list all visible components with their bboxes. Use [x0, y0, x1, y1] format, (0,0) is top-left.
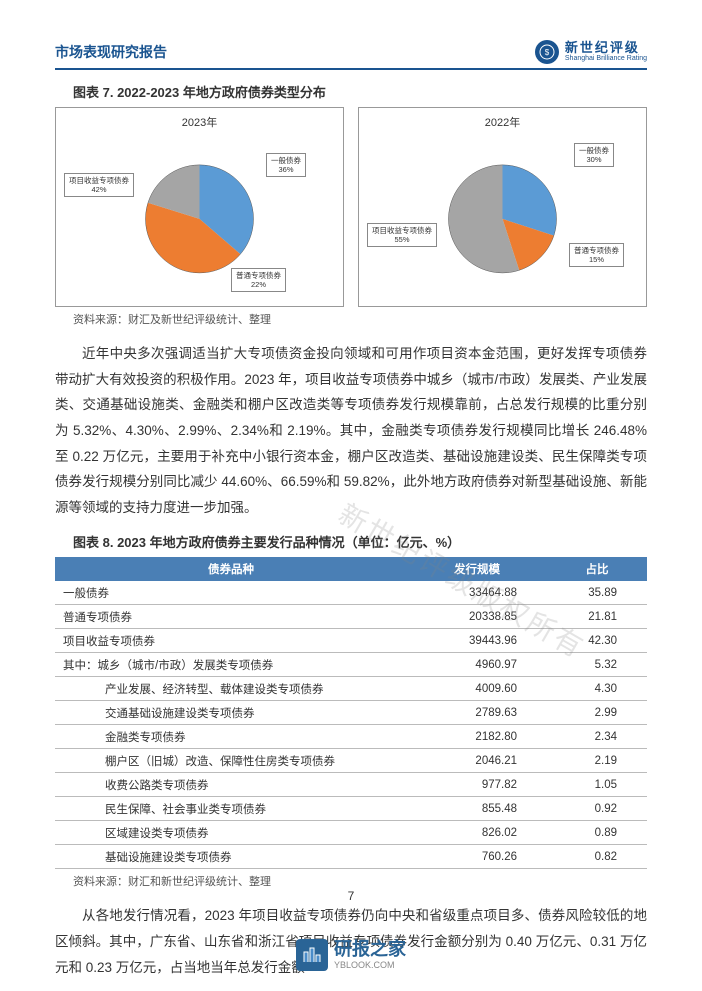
report-title: 市场表现研究报告	[55, 42, 167, 62]
cell-pct: 2.34	[547, 725, 647, 749]
pie-label: 一般债券30%	[574, 143, 614, 167]
footer-icon	[296, 939, 328, 971]
table-row: 收费公路类专项债券977.821.05	[55, 773, 647, 797]
footer-brand: 研报之家 YBLOOK.COM	[296, 939, 406, 971]
cell-pct: 4.30	[547, 677, 647, 701]
pie-label: 项目收益专项债券55%	[367, 223, 437, 247]
cell-name: 产业发展、经济转型、载体建设类专项债券	[55, 677, 407, 701]
cell-pct: 42.30	[547, 629, 647, 653]
cell-pct: 0.89	[547, 821, 647, 845]
col-header: 发行规模	[407, 557, 547, 581]
table8: 债券品种 发行规模 占比 一般债券33464.8835.89普通专项债券2033…	[55, 557, 647, 869]
pie-charts-row: 2023年 一般债券36% 普通专项债券22% 项目收益专项债券42% 2022…	[55, 107, 647, 307]
cell-value: 2046.21	[407, 749, 547, 773]
cell-value: 855.48	[407, 797, 547, 821]
cell-value: 20338.85	[407, 605, 547, 629]
pie-label: 项目收益专项债券42%	[64, 173, 134, 197]
table-row: 民生保障、社会事业类专项债券855.480.92	[55, 797, 647, 821]
pie-label: 普通专项债券22%	[231, 268, 286, 292]
paragraph-1: 近年中央多次强调适当扩大专项债资金投向领域和可用作项目资本金范围，更好发挥专项债…	[55, 341, 647, 520]
table-header-row: 债券品种 发行规模 占比	[55, 557, 647, 581]
cell-value: 33464.88	[407, 581, 547, 605]
pie-label: 一般债券36%	[266, 153, 306, 177]
table-row: 一般债券33464.8835.89	[55, 581, 647, 605]
col-header: 债券品种	[55, 557, 407, 581]
figure7-source: 资料来源：财汇及新世纪评级统计、整理	[73, 311, 647, 327]
logo-icon: $	[535, 40, 559, 64]
logo-cn: 新世纪评级	[565, 41, 647, 55]
cell-name: 项目收益专项债券	[55, 629, 407, 653]
table-row: 交通基础设施建设类专项债券2789.632.99	[55, 701, 647, 725]
cell-pct: 21.81	[547, 605, 647, 629]
table-row: 基础设施建设类专项债券760.260.82	[55, 845, 647, 869]
cell-name: 交通基础设施建设类专项债券	[55, 701, 407, 725]
figure7-title: 图表 7. 2022-2023 年地方政府债券类型分布	[73, 82, 647, 101]
cell-name: 民生保障、社会事业类专项债券	[55, 797, 407, 821]
cell-name: 金融类专项债券	[55, 725, 407, 749]
table-row: 普通专项债券20338.8521.81	[55, 605, 647, 629]
cell-value: 4009.60	[407, 677, 547, 701]
cell-name: 基础设施建设类专项债券	[55, 845, 407, 869]
cell-name: 棚户区（旧城）改造、保障性住房类专项债券	[55, 749, 407, 773]
pie-year-left: 2023年	[62, 114, 337, 130]
cell-name: 收费公路类专项债券	[55, 773, 407, 797]
cell-value: 39443.96	[407, 629, 547, 653]
cell-value: 2789.63	[407, 701, 547, 725]
table8-source: 资料来源：财汇和新世纪评级统计、整理	[73, 873, 647, 889]
cell-name: 普通专项债券	[55, 605, 407, 629]
col-header: 占比	[547, 557, 647, 581]
brand-logo: $ 新世纪评级 Shanghai Brilliance Rating	[535, 40, 647, 64]
cell-pct: 0.92	[547, 797, 647, 821]
cell-value: 2182.80	[407, 725, 547, 749]
table-row: 棚户区（旧城）改造、保障性住房类专项债券2046.212.19	[55, 749, 647, 773]
header: 市场表现研究报告 $ 新世纪评级 Shanghai Brilliance Rat…	[55, 40, 647, 70]
table-row: 金融类专项债券2182.802.34	[55, 725, 647, 749]
cell-pct: 2.19	[547, 749, 647, 773]
svg-text:$: $	[545, 48, 550, 57]
logo-en: Shanghai Brilliance Rating	[565, 55, 647, 63]
page-number: 7	[348, 889, 355, 903]
cell-pct: 2.99	[547, 701, 647, 725]
table-row: 其中：城乡（城市/市政）发展类专项债券4960.975.32	[55, 653, 647, 677]
cell-name: 其中：城乡（城市/市政）发展类专项债券	[55, 653, 407, 677]
cell-name: 一般债券	[55, 581, 407, 605]
cell-name: 区域建设类专项债券	[55, 821, 407, 845]
table-row: 区域建设类专项债券826.020.89	[55, 821, 647, 845]
cell-pct: 0.82	[547, 845, 647, 869]
cell-pct: 1.05	[547, 773, 647, 797]
cell-value: 826.02	[407, 821, 547, 845]
cell-pct: 5.32	[547, 653, 647, 677]
cell-pct: 35.89	[547, 581, 647, 605]
pie-label: 普通专项债券15%	[569, 243, 624, 267]
table-row: 产业发展、经济转型、载体建设类专项债券4009.604.30	[55, 677, 647, 701]
table-row: 项目收益专项债券39443.9642.30	[55, 629, 647, 653]
table8-title: 图表 8. 2023 年地方政府债券主要发行品种情况（单位：亿元、%）	[73, 532, 647, 551]
pie-2023: 2023年 一般债券36% 普通专项债券22% 项目收益专项债券42%	[55, 107, 344, 307]
cell-value: 760.26	[407, 845, 547, 869]
footer-en: YBLOOK.COM	[334, 960, 406, 971]
pie-year-right: 2022年	[365, 114, 640, 130]
cell-value: 4960.97	[407, 653, 547, 677]
pie-2022: 2022年 一般债券30% 普通专项债券15% 项目收益专项债券55%	[358, 107, 647, 307]
footer-cn: 研报之家	[334, 939, 406, 961]
cell-value: 977.82	[407, 773, 547, 797]
